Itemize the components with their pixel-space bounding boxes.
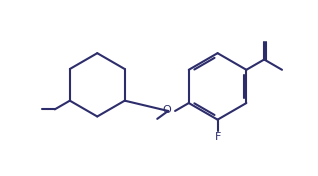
Text: F: F — [214, 132, 221, 142]
Text: O: O — [162, 105, 171, 115]
